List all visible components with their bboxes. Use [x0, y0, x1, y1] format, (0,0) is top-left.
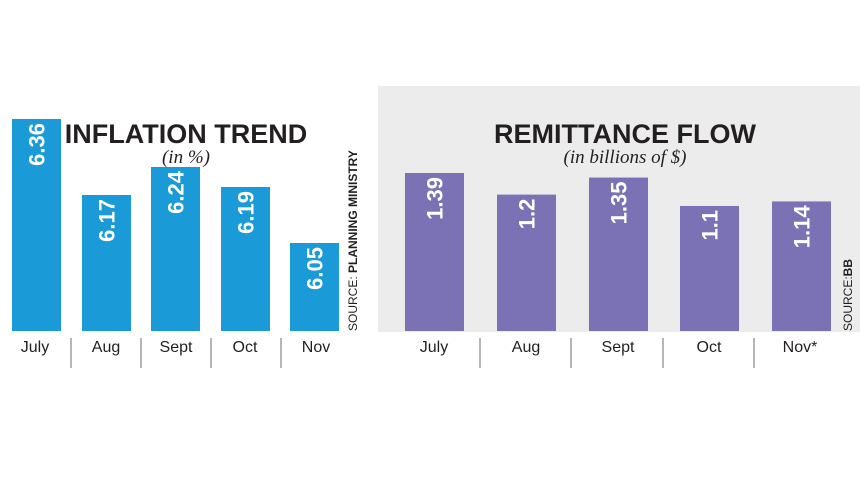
inflation-bar-oct — [221, 187, 270, 331]
remittance-bar-oct — [680, 205, 739, 331]
inflation-bar-nov — [290, 243, 339, 331]
remittance-bar-sept — [589, 177, 648, 331]
remittance-chart-title: REMITTANCE FLOW — [494, 119, 756, 149]
remittance-chart-subtitle: (in billions of $) — [564, 147, 687, 168]
inflation-tick-label: July — [21, 339, 49, 356]
inflation-chart-title: INFLATION TREND — [65, 119, 307, 149]
inflation-value-label: 6.19 — [233, 191, 258, 234]
inflation-source-note: SOURCE: PLANNING MINISTRY — [346, 150, 360, 331]
remittance-tick-label: Aug — [512, 339, 540, 356]
remittance-bar-nov — [772, 201, 831, 331]
inflation-value-label: 6.05 — [302, 247, 327, 290]
inflation-bar-july — [12, 119, 61, 331]
inflation-tick-label: Sept — [160, 339, 193, 356]
inflation-bar-sept — [151, 167, 200, 331]
inflation-chart: 6.36 6.17 6.24 6.19 6.05 July Aug Sept Oct Nov INF… — [12, 119, 360, 368]
remittance-value-label: 1.2 — [514, 199, 539, 230]
remittance-value-label: 1.35 — [606, 182, 631, 225]
inflation-value-label: 6.24 — [163, 170, 188, 214]
inflation-tick-label: Aug — [92, 339, 120, 356]
remittance-value-label: 1.39 — [422, 177, 447, 220]
inflation-chart-subtitle: (in %) — [162, 147, 210, 168]
remittance-tick-label: July — [420, 339, 448, 356]
inflation-tick-label: Oct — [233, 339, 258, 356]
inflation-chart-panel: 6.36 6.17 6.24 6.19 6.05 July Aug Sept Oct Nov INF… — [0, 0, 360, 484]
remittance-chart-panel: 1.39 1.2 1.35 1.1 1.14 July Aug Sept Oct Nov* REMI… — [378, 0, 860, 484]
remittance-tick-label: Sept — [602, 339, 635, 356]
remittance-chart: 1.39 1.2 1.35 1.1 1.14 July Aug Sept Oct Nov* REMI… — [378, 86, 860, 368]
remittance-tick-label: Nov* — [783, 339, 818, 356]
remittance-bar-july — [405, 173, 464, 331]
inflation-value-label: 6.36 — [24, 123, 49, 166]
inflation-bar-aug — [82, 195, 131, 331]
inflation-tick-label: Nov — [302, 339, 330, 356]
remittance-source-note: SOURCE:BB — [841, 259, 855, 331]
remittance-tick-label: Oct — [697, 339, 722, 356]
remittance-value-label: 1.1 — [697, 210, 722, 241]
remittance-bar-aug — [497, 194, 556, 331]
inflation-value-label: 6.17 — [94, 199, 119, 242]
remittance-value-label: 1.14 — [789, 205, 814, 249]
